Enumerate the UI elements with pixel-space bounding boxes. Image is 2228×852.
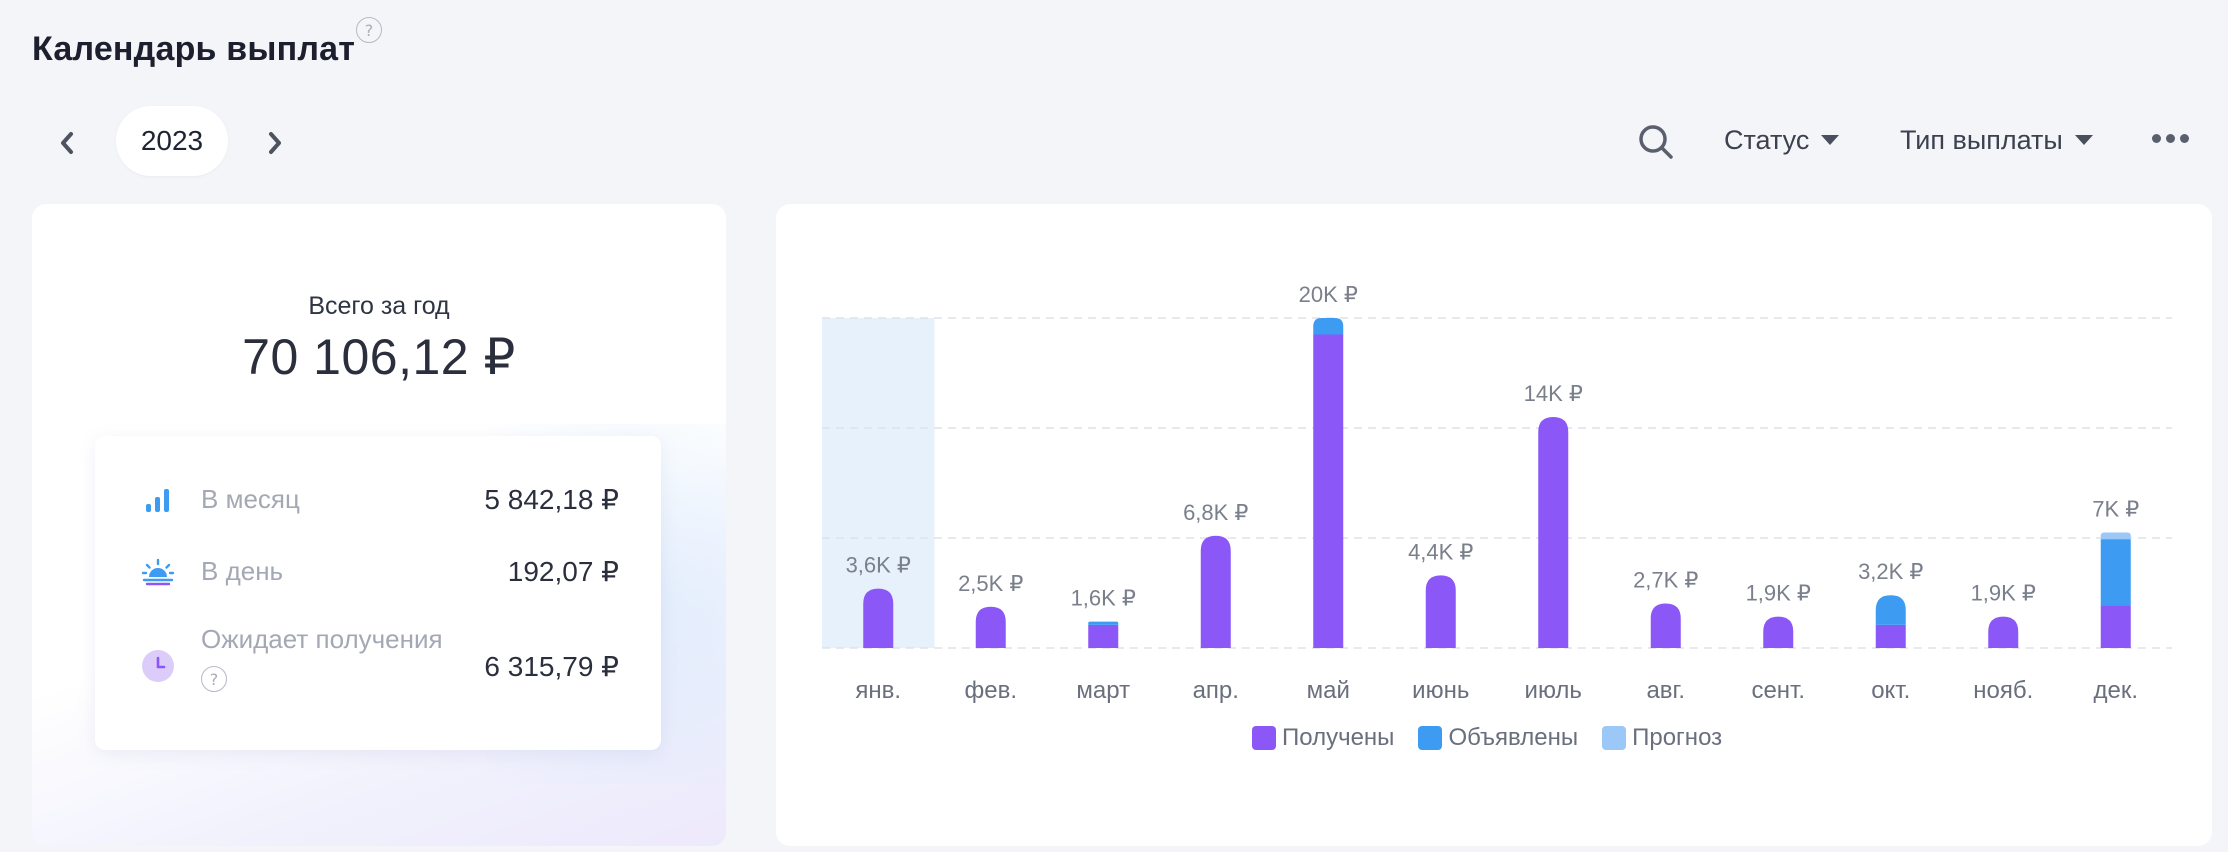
stat-label: Ожидает получения	[201, 624, 443, 654]
bar-value-label: 2,7K ₽	[1633, 567, 1698, 592]
search-icon	[1639, 125, 1673, 159]
stat-value: 6 315,79 ₽	[484, 651, 619, 682]
legend-label: Объявлены	[1448, 724, 1579, 751]
bar-value-label: 1,6K ₽	[1071, 586, 1136, 611]
legend-swatch	[1252, 726, 1276, 750]
bar-value-label: 2,5K ₽	[958, 571, 1023, 596]
payout-type-filter-dropdown[interactable]: Тип выплаты	[1900, 124, 2093, 156]
caret-down-icon	[1821, 135, 1840, 145]
bar-segment	[1763, 616, 1794, 648]
x-tick-label: июль	[1525, 677, 1582, 704]
search-button[interactable]	[1636, 122, 1676, 162]
bar-segment	[2100, 539, 2131, 606]
bar-segment	[1875, 624, 1906, 648]
year-total-value: 70 106,12 ₽	[242, 329, 516, 385]
bar-segment	[2100, 605, 2131, 648]
bar-value-label: 3,6K ₽	[846, 553, 911, 578]
x-tick-label: сент.	[1751, 677, 1805, 704]
legend-item-received[interactable]: Получены	[1252, 724, 1394, 752]
status-filter-label: Статус	[1724, 124, 1810, 155]
bar-segment	[1088, 624, 1119, 648]
bar-value-label: 4,4K ₽	[1408, 539, 1473, 564]
bar-value-label: 3,2K ₽	[1858, 559, 1923, 584]
stat-row-daily: В день 192,07 ₽	[95, 540, 661, 600]
stat-row-monthly: В месяц 5 842,18 ₽	[95, 468, 661, 528]
more-options-button[interactable]	[2152, 134, 2189, 143]
bar-segment	[1538, 417, 1569, 648]
chevron-left-icon	[61, 132, 73, 154]
bar-value-label: 1,9K ₽	[1971, 581, 2036, 606]
bar-value-label: 6,8K ₽	[1183, 500, 1248, 525]
page-title: Календарь выплат	[32, 30, 356, 68]
x-tick-label: июнь	[1412, 677, 1469, 704]
x-tick-label: апр.	[1193, 677, 1239, 704]
stat-row-pending: Ожидает получения ? 6 315,79 ₽	[95, 616, 661, 716]
x-tick-label: дек.	[2093, 677, 2138, 704]
bar-segment	[1313, 334, 1344, 648]
x-tick-label: март	[1076, 677, 1130, 704]
x-tick-label: нояб.	[1973, 677, 2033, 704]
previous-year-button[interactable]	[52, 128, 82, 158]
legend-swatch	[1418, 726, 1443, 750]
bar-segment	[1650, 603, 1681, 648]
bar-segment	[2100, 532, 2131, 540]
bar-segment	[1988, 616, 2019, 648]
payout-bar-chart: 3,6K ₽ янв. 2,5K ₽ фев. 1,6K ₽ март 6,8K ₽ апр.…	[822, 282, 2172, 704]
legend-swatch	[1602, 726, 1627, 750]
bar-segment	[1875, 595, 1906, 625]
legend-label: Получены	[1282, 724, 1395, 751]
legend-item-forecast[interactable]: Прогноз	[1602, 724, 1722, 752]
bar-value-label: 14K ₽	[1524, 381, 1583, 406]
bar-value-label: 1,9K ₽	[1746, 581, 1811, 606]
legend-item-announced[interactable]: Объявлены	[1418, 724, 1578, 752]
bar-chart-icon	[141, 483, 175, 517]
status-filter-dropdown[interactable]: Статус	[1724, 124, 1840, 156]
chart-legend: Получены Объявлены Прогноз	[1252, 724, 1722, 752]
help-icon[interactable]: ?	[201, 666, 227, 692]
bar-segment	[1088, 621, 1119, 625]
x-tick-label: фев.	[964, 677, 1017, 704]
yearly-summary-card: Всего за год 70 106,12 ₽ В месяц 5 842,1…	[32, 204, 726, 846]
year-selector[interactable]: 2023	[116, 106, 228, 176]
bar-segment	[1313, 318, 1344, 335]
stat-label: В день	[201, 556, 284, 586]
sunrise-icon	[141, 555, 175, 589]
payout-chart-card: 3,6K ₽ янв. 2,5K ₽ фев. 1,6K ₽ март 6,8K ₽ апр.…	[776, 204, 2212, 846]
payout-type-filter-label: Тип выплаты	[1900, 124, 2063, 155]
bar-value-label: 7K ₽	[2092, 497, 2139, 522]
clock-icon	[141, 649, 175, 683]
bar-segment	[975, 606, 1006, 648]
stat-label: В месяц	[201, 484, 300, 514]
year-total-label: Всего за год	[308, 292, 450, 320]
x-tick-label: окт.	[1871, 677, 1910, 704]
x-tick-label: авг.	[1646, 677, 1685, 704]
legend-label: Прогноз	[1632, 724, 1723, 751]
bar-segment	[1200, 535, 1231, 648]
bar-segment	[863, 588, 894, 648]
bar-segment	[1425, 575, 1456, 648]
x-tick-label: май	[1307, 677, 1350, 704]
more-dots-icon	[2152, 134, 2161, 143]
caret-down-icon	[2074, 135, 2093, 145]
x-tick-label: янв.	[855, 677, 901, 704]
bar-value-label: 20K ₽	[1299, 282, 1358, 307]
stats-card: В месяц 5 842,18 ₽ В день 192,07 ₽	[95, 436, 661, 750]
stat-value: 5 842,18 ₽	[484, 484, 619, 515]
next-year-button[interactable]	[260, 128, 290, 158]
stat-value: 192,07 ₽	[507, 556, 619, 587]
help-icon[interactable]: ?	[356, 17, 382, 43]
chevron-right-icon	[269, 132, 281, 154]
